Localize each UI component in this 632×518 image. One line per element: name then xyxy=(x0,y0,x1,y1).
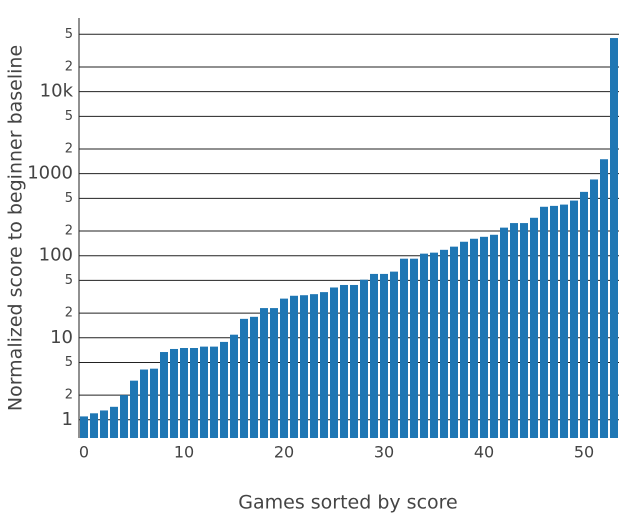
y-tick-label: 100 xyxy=(39,245,73,266)
bar xyxy=(360,279,368,438)
bar xyxy=(280,298,288,438)
bar xyxy=(480,236,488,438)
bar xyxy=(320,292,328,438)
bar xyxy=(210,346,218,438)
bar xyxy=(600,159,608,438)
y-tick-label: 5 xyxy=(65,109,73,124)
bar xyxy=(170,348,178,438)
bar xyxy=(90,413,98,438)
bar xyxy=(230,334,238,438)
bar xyxy=(300,295,308,438)
bar xyxy=(240,318,248,438)
y-tick-label: 5 xyxy=(65,27,73,42)
bar xyxy=(560,204,568,438)
bar xyxy=(530,217,538,438)
y-tick-label: 5 xyxy=(65,191,73,206)
bar xyxy=(100,410,108,438)
y-tick-label: 10 xyxy=(50,327,73,348)
bar xyxy=(460,241,468,438)
bar xyxy=(570,200,578,438)
bar xyxy=(580,191,588,438)
bar xyxy=(80,416,88,438)
bar xyxy=(400,258,408,438)
y-axis-label: Normalized score to beginner baseline xyxy=(5,45,27,411)
bar xyxy=(540,206,548,438)
bar xyxy=(250,316,258,438)
bar xyxy=(270,308,278,438)
bar xyxy=(330,287,338,438)
y-tick-label: 2 xyxy=(65,388,73,403)
bar xyxy=(590,179,598,438)
y-tick-label: 5 xyxy=(65,273,73,288)
bar xyxy=(160,352,168,438)
bar xyxy=(140,369,148,438)
bar xyxy=(340,284,348,438)
bar xyxy=(220,341,228,438)
bar xyxy=(390,271,398,438)
bar xyxy=(440,249,448,438)
x-tick-label: 10 xyxy=(174,443,194,462)
y-tick-label: 10k xyxy=(40,81,74,102)
bar xyxy=(350,284,358,438)
x-tick-label: 50 xyxy=(574,443,594,462)
x-tick-label: 20 xyxy=(274,443,294,462)
y-tick-label: 2 xyxy=(65,224,73,239)
bar xyxy=(410,258,418,438)
bar xyxy=(130,380,138,438)
bar xyxy=(190,348,198,438)
x-tick-label: 0 xyxy=(79,443,89,462)
bar xyxy=(520,223,528,438)
y-tick-label: 2 xyxy=(65,306,73,321)
bar xyxy=(180,348,188,438)
x-tick-label: 30 xyxy=(374,443,394,462)
bar xyxy=(150,368,158,438)
bar xyxy=(550,205,558,438)
bar xyxy=(310,294,318,438)
bar xyxy=(200,346,208,438)
x-tick-label: 40 xyxy=(474,443,494,462)
bar xyxy=(470,238,478,438)
bar xyxy=(610,38,618,438)
y-tick-label: 2 xyxy=(65,141,73,156)
bar xyxy=(260,308,268,438)
y-tick-label: 1 xyxy=(62,409,73,430)
bar xyxy=(490,234,498,438)
x-axis-label: Games sorted by score xyxy=(238,492,457,514)
bar xyxy=(450,246,458,438)
bar xyxy=(370,273,378,438)
y-tick-label: 1000 xyxy=(27,163,73,184)
bar xyxy=(510,223,518,438)
bar xyxy=(420,253,428,438)
y-tick-label: 2 xyxy=(65,59,73,74)
bar xyxy=(120,395,128,438)
bar xyxy=(110,406,118,438)
bar xyxy=(290,295,298,438)
bar xyxy=(430,252,438,438)
bar xyxy=(380,273,388,438)
y-tick-label: 5 xyxy=(65,355,73,370)
bar xyxy=(500,227,508,438)
